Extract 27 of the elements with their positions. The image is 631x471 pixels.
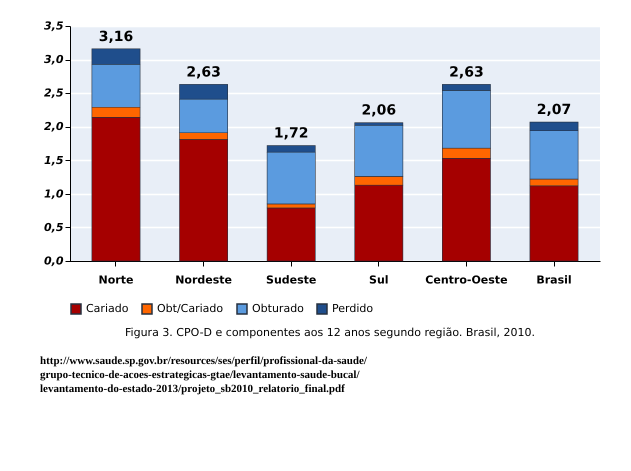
total-label: 1,72 [274, 126, 308, 142]
x-tick-label: Brasil [536, 274, 572, 286]
y-tick-label: 0,5 [44, 220, 64, 234]
y-tick-label: 3,5 [44, 20, 64, 32]
total-label: 2,07 [536, 102, 572, 118]
x-tick-label: Sul [369, 274, 389, 286]
total-label: 2,63 [449, 64, 484, 80]
x-tick-label: Centro-Oeste [425, 274, 508, 286]
legend-label: Obt/Cariado [157, 302, 224, 315]
text: http://www.saude.sp.gov.br/resources/ses/perfil/profissional-da-saude/grupo-tecnico-de-acoes-estrategicas-gtae/levantamento-saude-bucal/levantamento-do-estado-2013/projeto_sb2010_relatorio_final.pdf [40, 355, 368, 395]
y-tick-label: 0,0 [44, 254, 64, 268]
y-tick-label: 1,0 [44, 187, 64, 200]
bar [266, 208, 316, 262]
total-label: 3,16 [98, 28, 134, 45]
y-tick-label: 1,5 [44, 154, 64, 167]
y-tick-label: 3,0 [44, 53, 64, 66]
legend-label: Perdido [332, 302, 374, 315]
total-label: 2,06 [362, 102, 396, 119]
total-label: 2,63 [186, 64, 221, 80]
y-tick-label: 2,0 [44, 120, 64, 134]
x-tick-label: Nordeste [175, 274, 232, 286]
text: Figura 3. CPO-D e componentes aos 12 anos segundo região. Brasil, 2010. [125, 326, 535, 339]
y-tick-label: 2,5 [44, 86, 64, 100]
legend-label: Obturado [252, 302, 304, 315]
x-tick-label: Sudeste [266, 274, 316, 286]
x-tick-label: Norte [98, 274, 134, 286]
legend-label: Cariado [86, 302, 129, 315]
